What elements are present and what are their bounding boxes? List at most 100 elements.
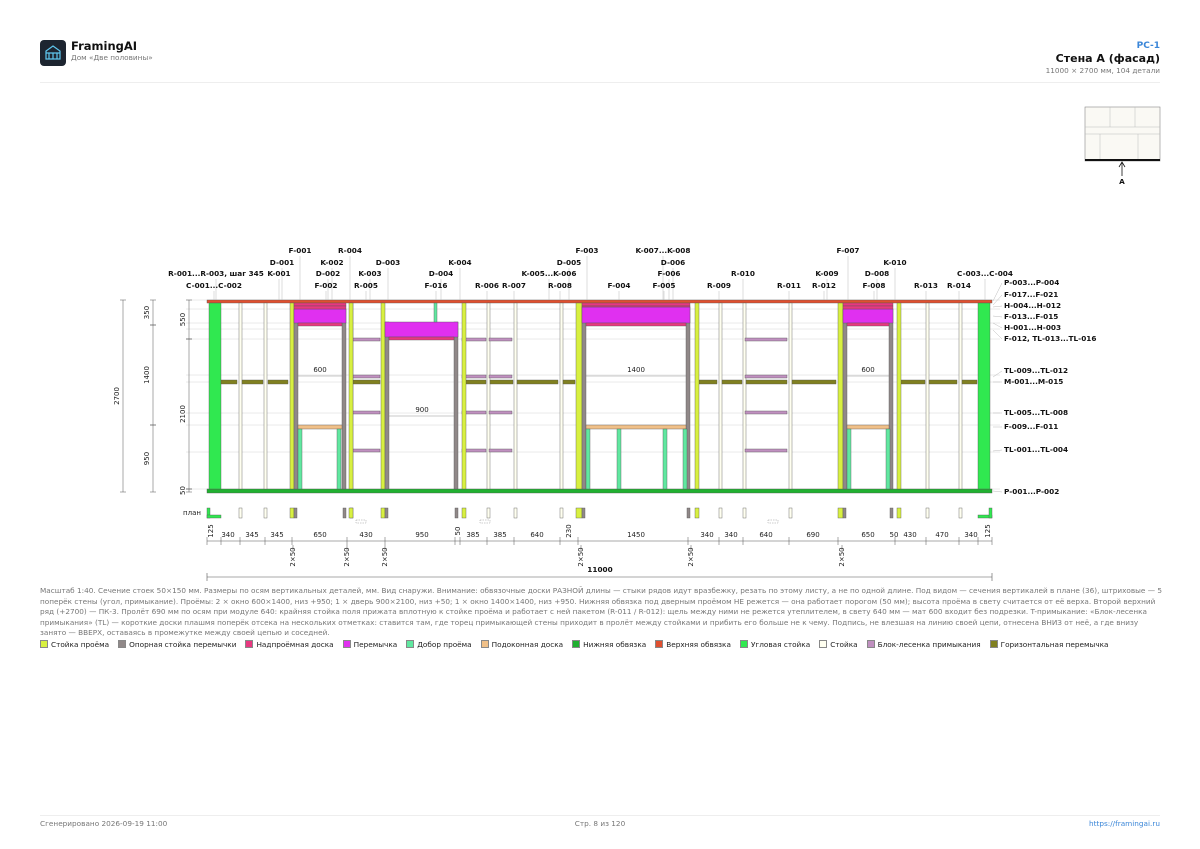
- notes: Масштаб 1:40. Сечение стоек 50×150 мм. Р…: [40, 586, 1162, 638]
- page-number: Стр. 8 из 120: [574, 819, 626, 828]
- part-label: TL-009...TL-012: [1004, 366, 1068, 375]
- plan-section: [461, 507, 467, 519]
- horizontal-beam: [516, 379, 559, 385]
- part-label: F-001: [288, 246, 311, 255]
- part-label: F-012, TL-013...TL-016: [1004, 334, 1096, 343]
- part-label: F-016: [424, 281, 447, 290]
- stud: [513, 302, 518, 490]
- legend-label: Стойка: [830, 640, 858, 649]
- stud: [263, 302, 268, 490]
- sill: [585, 424, 687, 430]
- part-label: R-012: [812, 281, 836, 290]
- header-board: [388, 336, 455, 341]
- ladder-block: [352, 337, 381, 342]
- dim-label: 340: [724, 531, 737, 539]
- stud: [486, 302, 491, 490]
- dim-label: 345: [270, 531, 283, 539]
- jack-stud: [842, 308, 848, 490]
- dim-label: 1400: [143, 366, 151, 384]
- key-plan-arrowhead: [1118, 161, 1126, 168]
- legend-item: Стойка проёма: [40, 640, 109, 649]
- top-board: [293, 305, 347, 310]
- dim-label: 385: [493, 531, 506, 539]
- part-label: K-003: [358, 269, 381, 278]
- part-label: D-004: [429, 269, 453, 278]
- top-plate: [206, 299, 993, 304]
- stud: [788, 302, 793, 490]
- stud: [742, 302, 747, 490]
- part-label: D-002: [316, 269, 340, 278]
- dim-label: 550: [179, 313, 187, 326]
- ladder-block: [352, 374, 381, 379]
- dim-label: 2×50: [289, 547, 297, 566]
- leader-line: [992, 490, 1003, 493]
- king-stud: [837, 302, 844, 490]
- part-label: K-005...K-006: [522, 269, 577, 278]
- dim-label: 640: [530, 531, 543, 539]
- header: [842, 308, 894, 324]
- ladder-block: [744, 337, 788, 342]
- cripple: [297, 428, 303, 490]
- plan-section: [575, 507, 583, 519]
- legend-label: Стойка проёма: [51, 640, 110, 649]
- part-label: D-005: [557, 258, 581, 267]
- king-stud: [694, 302, 700, 490]
- horizontal-beam: [928, 379, 958, 385]
- horizontal-beam: [489, 379, 514, 385]
- part-label: F-007: [836, 246, 859, 255]
- legend-label: Перемычка: [353, 640, 398, 649]
- legend: Стойка проёма Опорная стойка перемычки Над…: [40, 640, 1109, 649]
- part-label: F-004: [607, 281, 630, 290]
- dim-label: 430: [359, 531, 372, 539]
- legend-label: Угловая стойка: [750, 640, 811, 649]
- ladder-block: [488, 337, 513, 342]
- plan-section: [694, 507, 700, 519]
- plan-dashed: [355, 519, 367, 524]
- plan-section: [289, 507, 295, 519]
- plan-section: [342, 507, 347, 519]
- header: [581, 306, 691, 324]
- legend-item: Горизонтальная перемычка: [989, 640, 1109, 649]
- legend-item: Надпроёмная доска: [245, 640, 334, 649]
- legend-label: Надпроёмная доска: [256, 640, 334, 649]
- plan-section: [788, 507, 793, 519]
- ladder-block: [744, 410, 788, 415]
- plan-section: [958, 507, 963, 519]
- ladder-block: [488, 448, 513, 453]
- dim-label: 650: [313, 531, 326, 539]
- leader-line: [992, 449, 1003, 452]
- top-board: [842, 302, 894, 307]
- legend-label: Горизонтальная перемычка: [1000, 640, 1109, 649]
- part-label: R-013: [914, 281, 938, 290]
- horizontal-beam: [462, 379, 487, 385]
- top-board: [293, 302, 347, 307]
- top-board: [581, 302, 691, 307]
- plan-section: [742, 507, 747, 519]
- part-label: R-009: [707, 281, 731, 290]
- url[interactable]: https://framingai.ru: [1088, 819, 1160, 828]
- ladder-block: [352, 448, 381, 453]
- plan-section: [454, 507, 459, 519]
- plan-section: [581, 507, 586, 519]
- plan-section: [513, 507, 518, 519]
- leader-line: [992, 305, 1003, 308]
- part-label: F-017...F-021: [1004, 290, 1058, 299]
- project-name: Дом «Две половины»: [71, 53, 153, 62]
- plan-section: [384, 507, 389, 519]
- dim-label: 690: [806, 531, 819, 539]
- dim-label: 350: [143, 306, 151, 319]
- dim-label: 650: [861, 531, 874, 539]
- horizontal-beam: [961, 379, 978, 385]
- part-label: H-004...H-012: [1004, 301, 1061, 310]
- horizontal-beam: [745, 379, 788, 385]
- cripple: [433, 302, 438, 323]
- part-label: R-010: [731, 269, 755, 278]
- part-label: F-005: [652, 281, 675, 290]
- top-board: [842, 305, 894, 310]
- leader-line: [992, 294, 1003, 306]
- part-label: R-006: [475, 281, 499, 290]
- stud: [559, 302, 564, 490]
- separator: [40, 82, 1160, 83]
- cripple: [846, 428, 852, 490]
